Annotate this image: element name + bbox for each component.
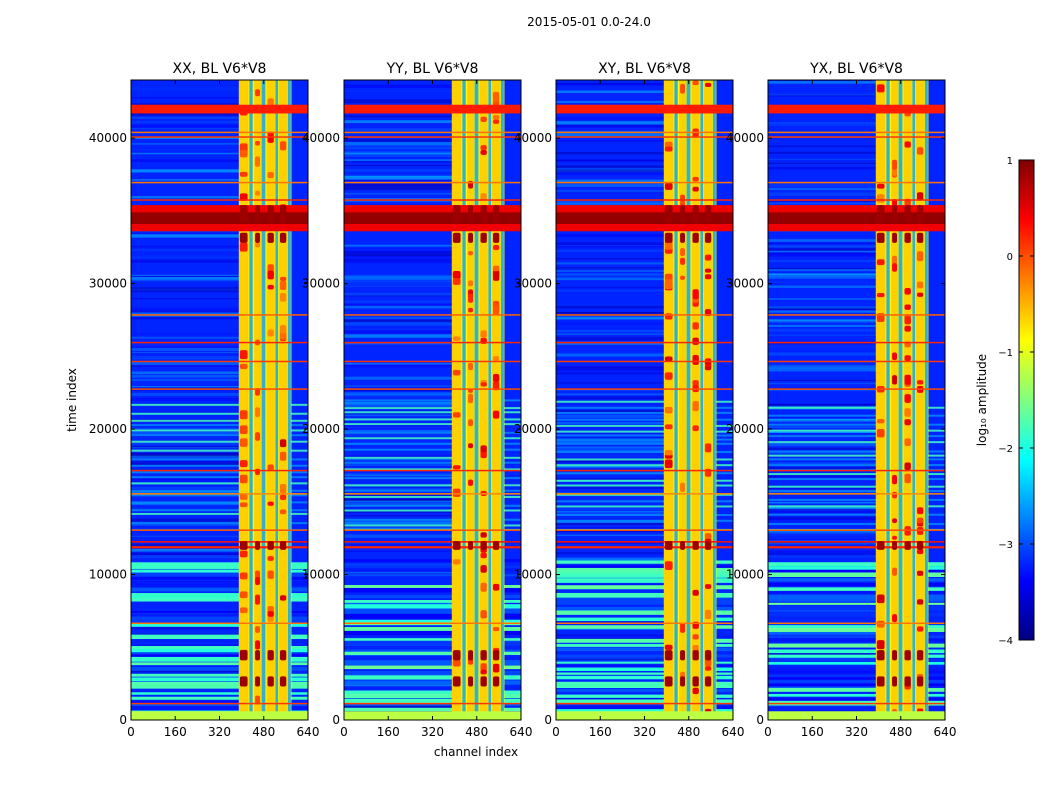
y-tick-label: 40000	[302, 131, 340, 145]
x-tick-label: 480	[252, 725, 275, 739]
y-tick-label: 10000	[726, 568, 764, 582]
panel-2: YY, BL V6*V8 0 160 320 480 640 0 10000 20000 3000…	[302, 61, 533, 739]
y-tick-label: 30000	[726, 277, 764, 291]
panel-3: XY, BL V6*V8 0 160 320 480 640 0 10000 20000 3000…	[514, 61, 745, 739]
x-axis-label: channel index	[434, 745, 518, 759]
x-tick-label: 320	[845, 725, 868, 739]
y-tick-label: 20000	[514, 422, 552, 436]
y-tick-label: 40000	[514, 131, 552, 145]
colorbar-tick-label: −1	[998, 348, 1013, 359]
colorbar-gradient	[1018, 159, 1035, 641]
x-tick-label: 0	[552, 725, 560, 739]
panel-4: YX, BL V6*V8 0 160 320 480 640 0 10000 20000 3000…	[726, 61, 957, 739]
panels: XX, BL V6*V8 0 160 320 480 640 0 10000 20000 3000…	[89, 61, 957, 739]
x-tick-label: 480	[677, 725, 700, 739]
y-tick-label: 10000	[89, 568, 127, 582]
heatmap-image	[768, 80, 945, 720]
heatmap-image	[556, 80, 733, 720]
heatmap-image	[344, 80, 521, 720]
x-tick-label: 320	[633, 725, 656, 739]
colorbar-tick-label: 1	[1007, 156, 1013, 167]
x-tick-label: 640	[510, 725, 533, 739]
colorbar-tick-label: −2	[998, 444, 1013, 455]
heatmap-image	[131, 80, 308, 720]
y-tick-label: 20000	[726, 422, 764, 436]
x-tick-label: 160	[589, 725, 612, 739]
panel-title: XY, BL V6*V8	[598, 61, 691, 77]
x-tick-label: 0	[340, 725, 348, 739]
x-tick-label: 480	[465, 725, 488, 739]
x-tick-label: 640	[934, 725, 957, 739]
colorbar-label: log₁₀ amplitude	[975, 354, 989, 446]
colorbar-tick-label: 0	[1007, 252, 1013, 263]
y-tick-label: 30000	[89, 277, 127, 291]
y-tick-label: 20000	[302, 422, 340, 436]
x-tick-label: 320	[208, 725, 231, 739]
x-tick-label: 160	[801, 725, 824, 739]
y-tick-label: 30000	[514, 277, 552, 291]
figure-title: 2015-05-01 0.0-24.0	[527, 15, 651, 29]
x-tick-label: 160	[377, 725, 400, 739]
y-tick-label: 20000	[89, 422, 127, 436]
y-tick-label: 10000	[302, 568, 340, 582]
x-tick-label: 480	[889, 725, 912, 739]
x-tick-label: 320	[421, 725, 444, 739]
y-tick-label: 0	[544, 713, 552, 727]
x-tick-label: 640	[722, 725, 745, 739]
x-tick-label: 160	[164, 725, 187, 739]
colorbar: 1 0 −1 −2 −3 −4	[998, 156, 1035, 647]
y-tick-label: 40000	[726, 131, 764, 145]
y-tick-label: 0	[332, 713, 340, 727]
panel-title: XX, BL V6*V8	[173, 61, 267, 77]
x-tick-label: 640	[297, 725, 320, 739]
panel-title: YY, BL V6*V8	[386, 61, 479, 77]
colorbar-tick-label: −4	[998, 636, 1013, 647]
x-tick-label: 0	[764, 725, 772, 739]
x-tick-label: 0	[127, 725, 135, 739]
y-axis-label: time index	[65, 368, 79, 432]
colorbar-tick-label: −3	[998, 540, 1013, 551]
y-tick-label: 10000	[514, 568, 552, 582]
y-tick-label: 0	[119, 713, 127, 727]
y-tick-label: 40000	[89, 131, 127, 145]
y-tick-label: 0	[756, 713, 764, 727]
panel-title: YX, BL V6*V8	[809, 61, 903, 77]
panel-1: XX, BL V6*V8 0 160 320 480 640 0 10000 20000 3000…	[89, 61, 320, 739]
y-tick-label: 30000	[302, 277, 340, 291]
